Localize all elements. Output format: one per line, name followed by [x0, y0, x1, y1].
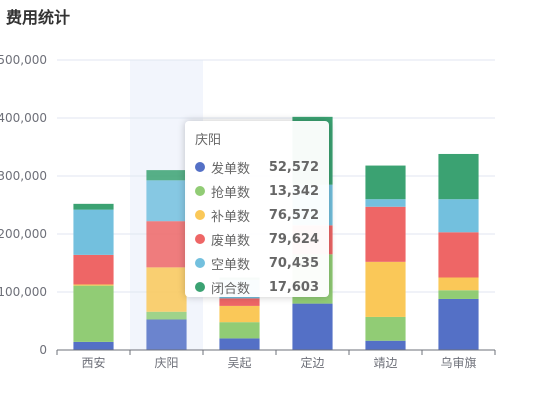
- bar-segment: [73, 254, 114, 285]
- tooltip-row: 补单数 76,572: [195, 203, 319, 227]
- y-tick-label: 0: [39, 343, 47, 357]
- tooltip-series-value: 79,624: [268, 231, 319, 247]
- bar-segment: [438, 199, 479, 233]
- tooltip-series-name: 发单数: [211, 161, 251, 177]
- x-tick-label: 靖边: [373, 356, 397, 370]
- tooltip-series-name: 补单数: [211, 209, 251, 225]
- bar-segment: [438, 298, 479, 350]
- bar-segment: [146, 170, 187, 181]
- chart-title: 费用统计: [6, 8, 71, 27]
- tooltip-title: 庆阳: [195, 133, 222, 148]
- y-tick-label: 500,000: [0, 53, 47, 67]
- bar-segment: [438, 290, 479, 299]
- series-dot-icon: [195, 258, 205, 268]
- series-dot-icon: [195, 282, 205, 292]
- bar-segment: [219, 298, 260, 306]
- series-dot-icon: [195, 186, 205, 196]
- bar-segment: [438, 232, 479, 278]
- tooltip-row: 空单数 70,435: [195, 251, 319, 275]
- x-tick-label: 西安: [81, 355, 105, 370]
- tooltip-row: 抢单数 13,342: [195, 179, 319, 203]
- bar-segment: [73, 341, 114, 350]
- tooltip-series-name: 废单数: [211, 233, 251, 249]
- bar-segment: [438, 153, 479, 200]
- bar-segment: [73, 203, 114, 210]
- tooltip-series-name: 闭合数: [211, 281, 251, 297]
- bar-segment: [292, 303, 333, 350]
- tooltip-row: 废单数 79,624: [195, 227, 319, 251]
- x-tick-label: 乌审旗: [440, 355, 476, 370]
- tooltip-row: 闭合数 17,603: [195, 275, 319, 299]
- bar-segment: [365, 316, 406, 341]
- bar-segment: [219, 322, 260, 339]
- bar-segment: [219, 305, 260, 323]
- series-dot-icon: [195, 210, 205, 220]
- tooltip-series-value: 17,603: [268, 279, 319, 295]
- x-tick-label: 庆阳: [154, 356, 178, 370]
- tooltip-series-name: 空单数: [211, 257, 251, 273]
- y-tick-label: 400,000: [0, 111, 47, 125]
- bar-segment: [365, 206, 406, 262]
- tooltip-series-name: 抢单数: [211, 185, 251, 201]
- tooltip-row: 发单数 52,572: [195, 155, 319, 179]
- bar-segment: [365, 261, 406, 317]
- bar-segment: [365, 165, 406, 200]
- x-tick-label: 吴起: [227, 356, 251, 370]
- x-tick-label: 定边: [300, 355, 324, 370]
- series-dot-icon: [195, 234, 205, 244]
- y-tick-label: 200,000: [0, 227, 47, 241]
- tooltip: 庆阳 发单数 52,572 抢单数 13,342 补单数 76,572 废单数 …: [185, 121, 329, 297]
- bar-segment: [73, 284, 114, 286]
- bar-segment: [365, 199, 406, 207]
- series-dot-icon: [195, 162, 205, 172]
- bar-segment: [438, 277, 479, 291]
- tooltip-series-value: 70,435: [268, 255, 319, 271]
- y-tick-label: 100,000: [0, 285, 47, 299]
- tooltip-series-value: 13,342: [268, 183, 319, 199]
- bar-segment: [146, 180, 187, 222]
- bar-segment: [146, 311, 187, 320]
- bar-segment: [365, 340, 406, 350]
- bar-segment: [219, 338, 260, 350]
- bar-segment: [73, 209, 114, 255]
- bar-segment: [146, 319, 187, 350]
- bar-segment: [146, 267, 187, 312]
- tooltip-series-value: 76,572: [268, 207, 319, 223]
- tooltip-series-value: 52,572: [268, 159, 319, 175]
- bar-segment: [146, 221, 187, 268]
- bar-segment: [73, 285, 114, 342]
- y-tick-label: 300,000: [0, 169, 47, 183]
